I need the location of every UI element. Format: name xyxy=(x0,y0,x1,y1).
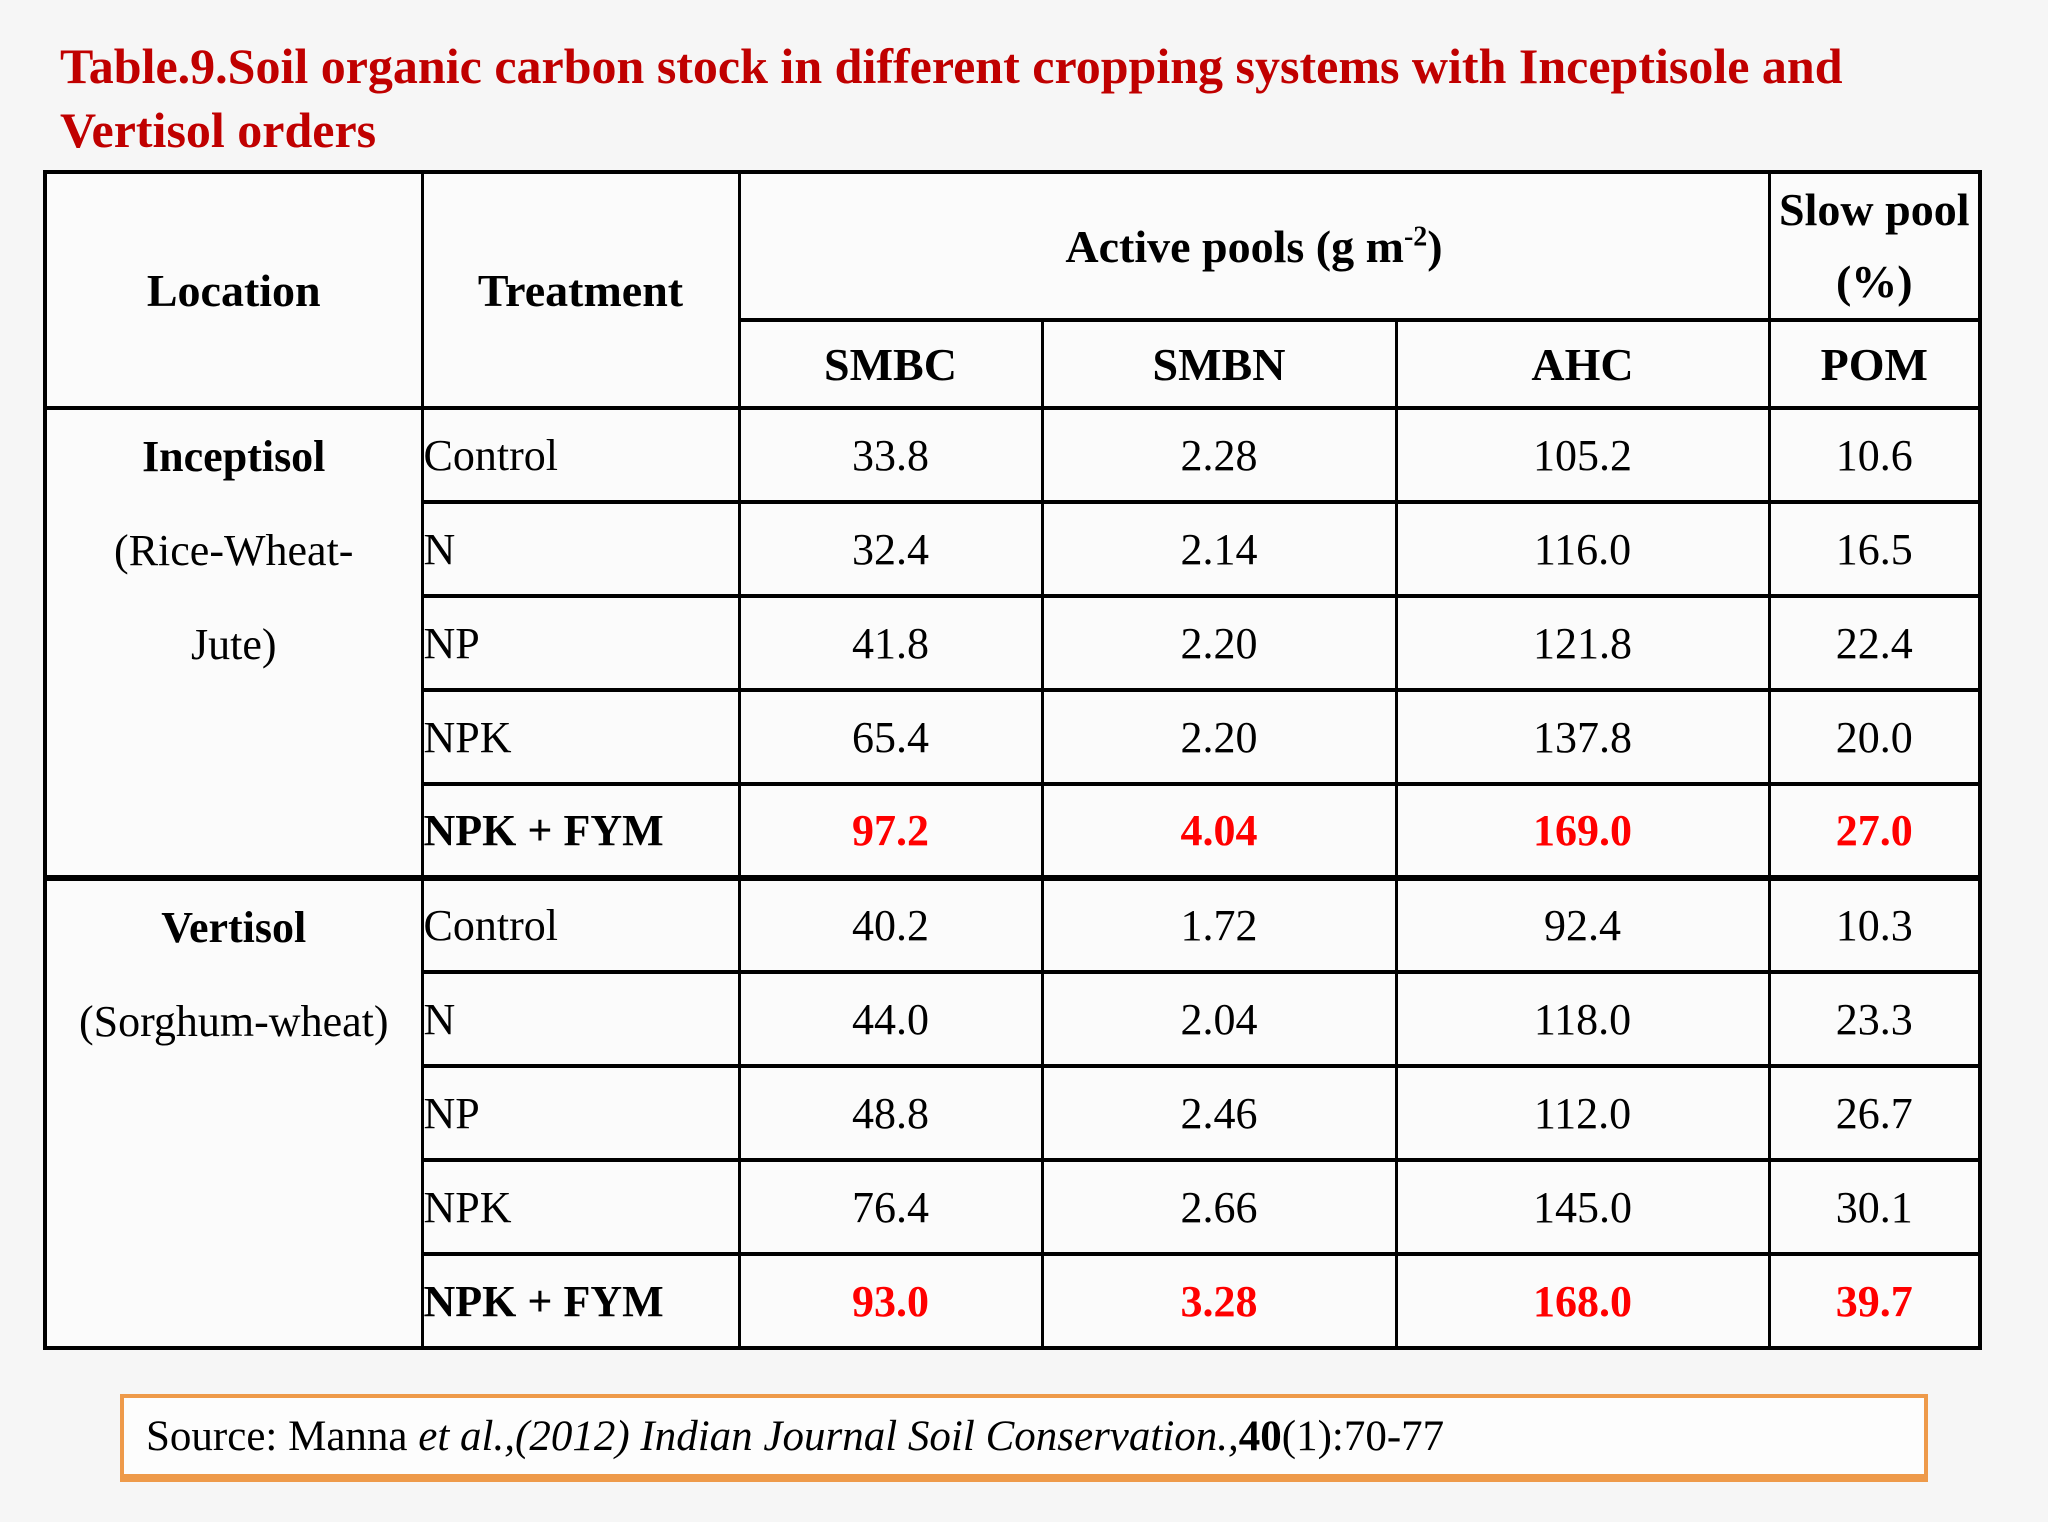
treatment-cell: NPK xyxy=(420,1158,741,1256)
smbc-value-cell: 33.8 xyxy=(737,406,1044,504)
header-slow-pool: Slow pool (%) xyxy=(1767,170,1982,322)
smbc-value-cell: 76.4 xyxy=(737,1158,1044,1256)
header-treatment: Treatment xyxy=(420,170,741,410)
header-location: Location xyxy=(43,170,424,410)
source-prefix: Source: Manna xyxy=(146,1412,419,1460)
smbn-value-cell: 3.28 xyxy=(1040,1252,1398,1350)
ahc-value-cell: 112.0 xyxy=(1394,1064,1771,1162)
pom-value-cell: 20.0 xyxy=(1767,688,1982,786)
ahc-value-cell: 169.0 xyxy=(1394,782,1771,880)
treatment-cell: NP xyxy=(420,594,741,692)
pom-value-cell: 39.7 xyxy=(1767,1252,1982,1350)
page-title-line-2: Vertisol orders xyxy=(60,102,377,158)
page-title: Table.9.Soil organic carbon stock in dif… xyxy=(60,34,1843,162)
ahc-value-cell: 105.2 xyxy=(1394,406,1771,504)
treatment-cell: N xyxy=(420,500,741,598)
source-volume: 40 xyxy=(1238,1412,1282,1460)
page-title-line-1: Table.9.Soil organic carbon stock in dif… xyxy=(60,38,1843,94)
treatment-cell: Control xyxy=(420,406,741,504)
ahc-value-cell: 116.0 xyxy=(1394,500,1771,598)
pom-value-cell: 10.6 xyxy=(1767,406,1982,504)
smbc-value-cell: 65.4 xyxy=(737,688,1044,786)
smbn-value-cell: 2.14 xyxy=(1040,500,1398,598)
smbn-value-cell: 1.72 xyxy=(1040,875,1398,974)
location-cropping-line-2: Jute) xyxy=(190,620,277,669)
active-pools-close-paren: ) xyxy=(1427,220,1443,272)
pom-value-cell: 16.5 xyxy=(1767,500,1982,598)
ahc-value-cell: 145.0 xyxy=(1394,1158,1771,1256)
location-name: Vertisol xyxy=(161,903,307,952)
treatment-cell: NPK xyxy=(420,688,741,786)
treatment-cell: NPK + FYM xyxy=(420,1252,741,1350)
smbn-value-cell: 2.20 xyxy=(1040,594,1398,692)
active-pools-text: Active pools (g m xyxy=(1065,220,1404,272)
location-cell-vertisol: Vertisol (Sorghum-wheat) xyxy=(43,875,424,1350)
pom-value-cell: 10.3 xyxy=(1767,875,1982,974)
location-cropping-line-1: (Rice-Wheat- xyxy=(114,526,354,575)
smbc-value-cell: 41.8 xyxy=(737,594,1044,692)
smbc-value-cell: 44.0 xyxy=(737,970,1044,1068)
ahc-value-cell: 118.0 xyxy=(1394,970,1771,1068)
pom-value-cell: 30.1 xyxy=(1767,1158,1982,1256)
smbc-value-cell: 93.0 xyxy=(737,1252,1044,1350)
treatment-cell: Control xyxy=(420,875,741,974)
smbn-value-cell: 2.04 xyxy=(1040,970,1398,1068)
active-pools-superscript: -2 xyxy=(1403,221,1428,253)
source-journal-name: Indian Journal Soil Conservation., xyxy=(640,1412,1239,1460)
treatment-cell: NP xyxy=(420,1064,741,1162)
smbc-value-cell: 48.8 xyxy=(737,1064,1044,1162)
smbn-value-cell: 2.66 xyxy=(1040,1158,1398,1256)
pom-value-cell: 22.4 xyxy=(1767,594,1982,692)
smbc-value-cell: 97.2 xyxy=(737,782,1044,880)
pom-value-cell: 23.3 xyxy=(1767,970,1982,1068)
subheader-pom: POM xyxy=(1767,318,1982,410)
treatment-cell: NPK + FYM xyxy=(420,782,741,880)
ahc-value-cell: 168.0 xyxy=(1394,1252,1771,1350)
bottom-edge-strip xyxy=(0,1522,2048,1536)
smbn-value-cell: 2.46 xyxy=(1040,1064,1398,1162)
location-cropping-line-1: (Sorghum-wheat) xyxy=(78,997,389,1046)
location-cell-inceptisol: Inceptisol (Rice-Wheat- Jute) xyxy=(43,406,424,880)
ahc-value-cell: 137.8 xyxy=(1394,688,1771,786)
smbn-value-cell: 4.04 xyxy=(1040,782,1398,880)
ahc-value-cell: 121.8 xyxy=(1394,594,1771,692)
treatment-cell: N xyxy=(420,970,741,1068)
subheader-ahc: AHC xyxy=(1394,318,1771,410)
subheader-smbc: SMBC xyxy=(737,318,1044,410)
source-citation-box: Source: Manna et al.,(2012) Indian Journ… xyxy=(120,1394,1928,1482)
ahc-value-cell: 92.4 xyxy=(1394,875,1771,974)
location-name: Inceptisol xyxy=(142,432,326,481)
source-etal-year: et al.,(2012) xyxy=(418,1412,641,1460)
header-active-pools: Active pools (g m-2) xyxy=(737,170,1771,322)
smbn-value-cell: 2.20 xyxy=(1040,688,1398,786)
smbn-value-cell: 2.28 xyxy=(1040,406,1398,504)
smbc-value-cell: 32.4 xyxy=(737,500,1044,598)
soil-carbon-table: Location Treatment Active pools (g m-2) … xyxy=(43,170,1983,1350)
subheader-smbn: SMBN xyxy=(1040,318,1398,410)
source-issue-pages: (1):70-77 xyxy=(1281,1412,1445,1460)
smbc-value-cell: 40.2 xyxy=(737,875,1044,974)
pom-value-cell: 26.7 xyxy=(1767,1064,1982,1162)
pom-value-cell: 27.0 xyxy=(1767,782,1982,880)
